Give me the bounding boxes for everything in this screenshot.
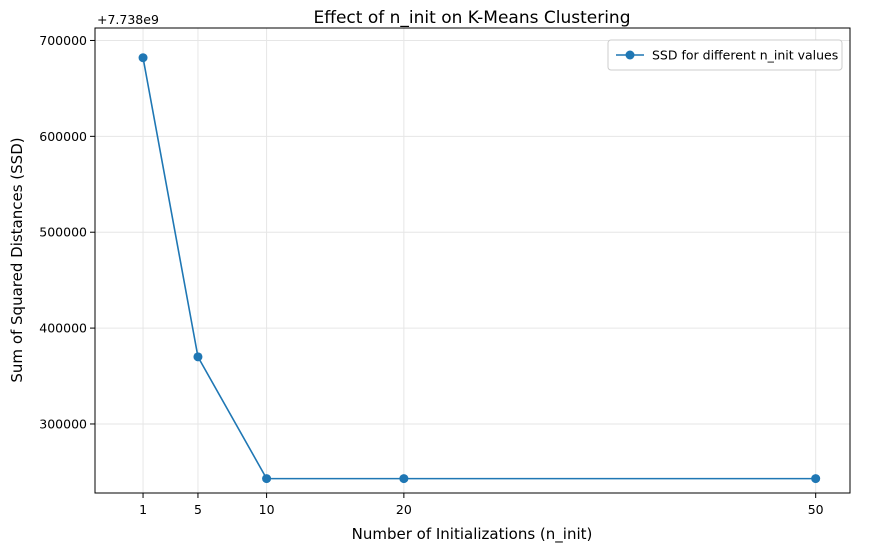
y-tick-label: 400000 bbox=[39, 321, 87, 336]
x-tick-label: 50 bbox=[808, 502, 824, 517]
chart-title: Effect of n_init on K-Means Clustering bbox=[314, 8, 631, 28]
y-axis-label: Sum of Squared Distances (SSD) bbox=[8, 137, 26, 382]
legend-box bbox=[607, 39, 843, 71]
y-tick-label: 600000 bbox=[39, 129, 87, 144]
y-tick-label: 300000 bbox=[39, 416, 87, 431]
plot-frame bbox=[94, 27, 851, 494]
data-point bbox=[262, 474, 272, 484]
legend-entry-label: SSD for different n_init values bbox=[652, 48, 838, 63]
data-point bbox=[811, 474, 821, 484]
data-point bbox=[193, 352, 203, 362]
x-axis-label: Number of Initializations (n_init) bbox=[352, 525, 593, 544]
y-tick-label: 500000 bbox=[39, 225, 87, 240]
y-axis: 300000 400000 500000 600000 700000 bbox=[39, 33, 95, 431]
legend: SSD for different n_init values bbox=[607, 39, 843, 71]
x-axis: 1 5 10 20 50 bbox=[139, 493, 824, 517]
y-tick-label: 700000 bbox=[39, 33, 87, 48]
x-tick-label: 10 bbox=[259, 502, 275, 517]
y-axis-offset-label: +7.738e9 bbox=[97, 12, 159, 27]
x-tick-label: 20 bbox=[396, 502, 412, 517]
data-point bbox=[399, 474, 409, 484]
x-tick-label: 5 bbox=[194, 502, 202, 517]
x-tick-label: 1 bbox=[139, 502, 147, 517]
legend-marker-swatch bbox=[625, 50, 635, 60]
series-layer bbox=[138, 53, 821, 484]
data-point bbox=[138, 53, 148, 63]
